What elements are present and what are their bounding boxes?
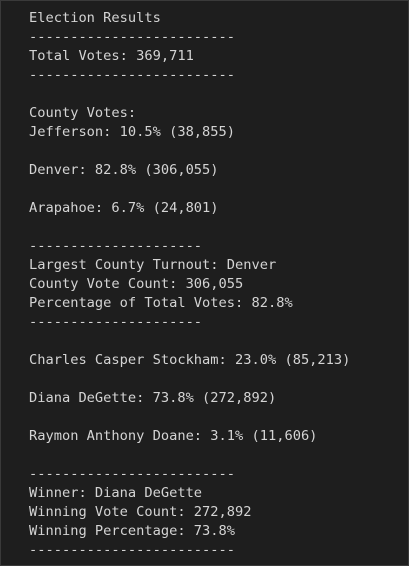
output-line: Winner: Diana DeGette (29, 485, 203, 501)
output-block: Election Results ------------------------… (29, 9, 408, 85)
output-line: Arapahoe: 6.7% (24,801) (29, 200, 219, 216)
output-line: Winning Vote Count: 272,892 (29, 504, 252, 520)
output-block: --------------------- Largest County Turn… (29, 237, 408, 332)
output-line: Largest County Turnout: Denver (29, 257, 277, 273)
output-line: County Votes: (29, 105, 137, 121)
output-line: ------------------------- (29, 542, 236, 558)
output-line: Percentage of Total Votes: 82.8% (29, 295, 293, 311)
output-line: Charles Casper Stockham: 23.0% (85,213) (29, 352, 351, 368)
output-line: ------------------------- (29, 29, 236, 45)
output-line: ------------------------- (29, 466, 236, 482)
output-line: Election Results (29, 10, 161, 26)
output-line: County Vote Count: 306,055 (29, 276, 244, 292)
output-line: Total Votes: 369,711 (29, 48, 194, 64)
output-block: Raymon Anthony Doane: 3.1% (11,606) (29, 427, 408, 446)
output-line: Raymon Anthony Doane: 3.1% (11,606) (29, 428, 318, 444)
output-block: Diana DeGette: 73.8% (272,892) (29, 389, 408, 408)
output-line: Diana DeGette: 73.8% (272,892) (29, 390, 277, 406)
output-line: --------------------- (29, 238, 203, 254)
output-line: --------------------- (29, 314, 203, 330)
output-block: Arapahoe: 6.7% (24,801) (29, 199, 408, 218)
output-block: Charles Casper Stockham: 23.0% (85,213) (29, 351, 408, 370)
output-block: County Votes: Jefferson: 10.5% (38,855) (29, 104, 408, 142)
output-line: Jefferson: 10.5% (38,855) (29, 124, 236, 140)
output-block: Denver: 82.8% (306,055) (29, 161, 408, 180)
output-line: ------------------------- (29, 67, 236, 83)
output-line: Denver: 82.8% (306,055) (29, 162, 219, 178)
output-line: Winning Percentage: 73.8% (29, 523, 236, 539)
output-block: ------------------------- Winner: Diana D… (29, 465, 408, 560)
